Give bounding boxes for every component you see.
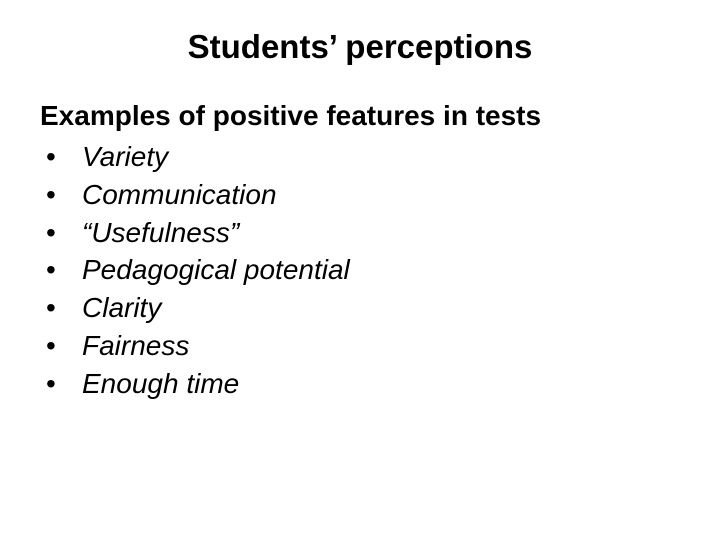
slide-subtitle: Examples of positive features in tests [40, 100, 680, 132]
slide-title: Students’ perceptions [40, 28, 680, 66]
bullet-list: Variety Communication “Usefulness” Pedag… [40, 138, 680, 403]
list-item: Variety [40, 138, 680, 176]
list-item: Clarity [40, 289, 680, 327]
slide: Students’ perceptions Examples of positi… [0, 0, 720, 540]
list-item: Fairness [40, 327, 680, 365]
list-item: “Usefulness” [40, 214, 680, 252]
list-item: Communication [40, 176, 680, 214]
list-item: Enough time [40, 365, 680, 403]
list-item: Pedagogical potential [40, 251, 680, 289]
